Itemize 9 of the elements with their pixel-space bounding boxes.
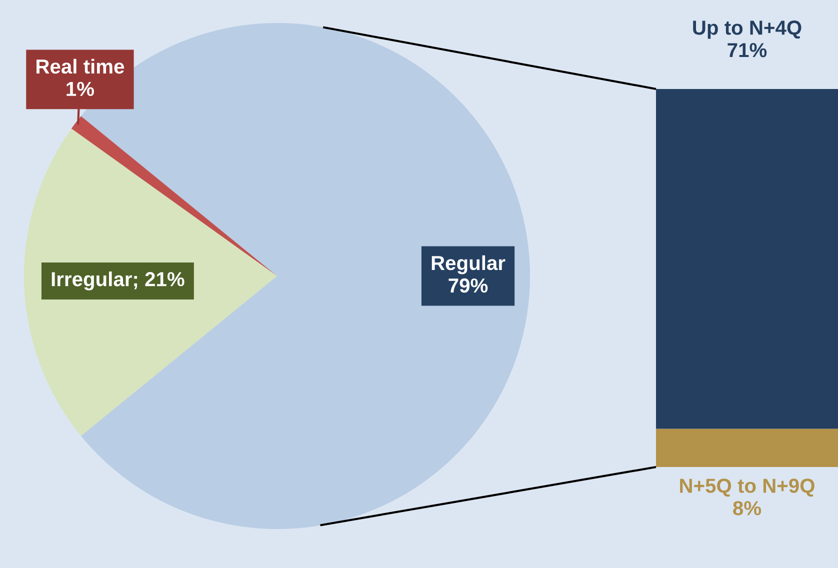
data-label: 8% [733,501,762,516]
data-label: 79% [448,278,488,293]
text: Up to N+4Q [693,20,802,39]
data-label: 71% [728,43,767,58]
series-label: N+5Q to N+9Q [680,478,814,497]
data-label: 1% [66,82,94,96]
slice-label: Irregular; 21% [52,272,184,290]
slice-label: Regular [432,255,506,274]
slice-label: Real time [36,58,124,74]
